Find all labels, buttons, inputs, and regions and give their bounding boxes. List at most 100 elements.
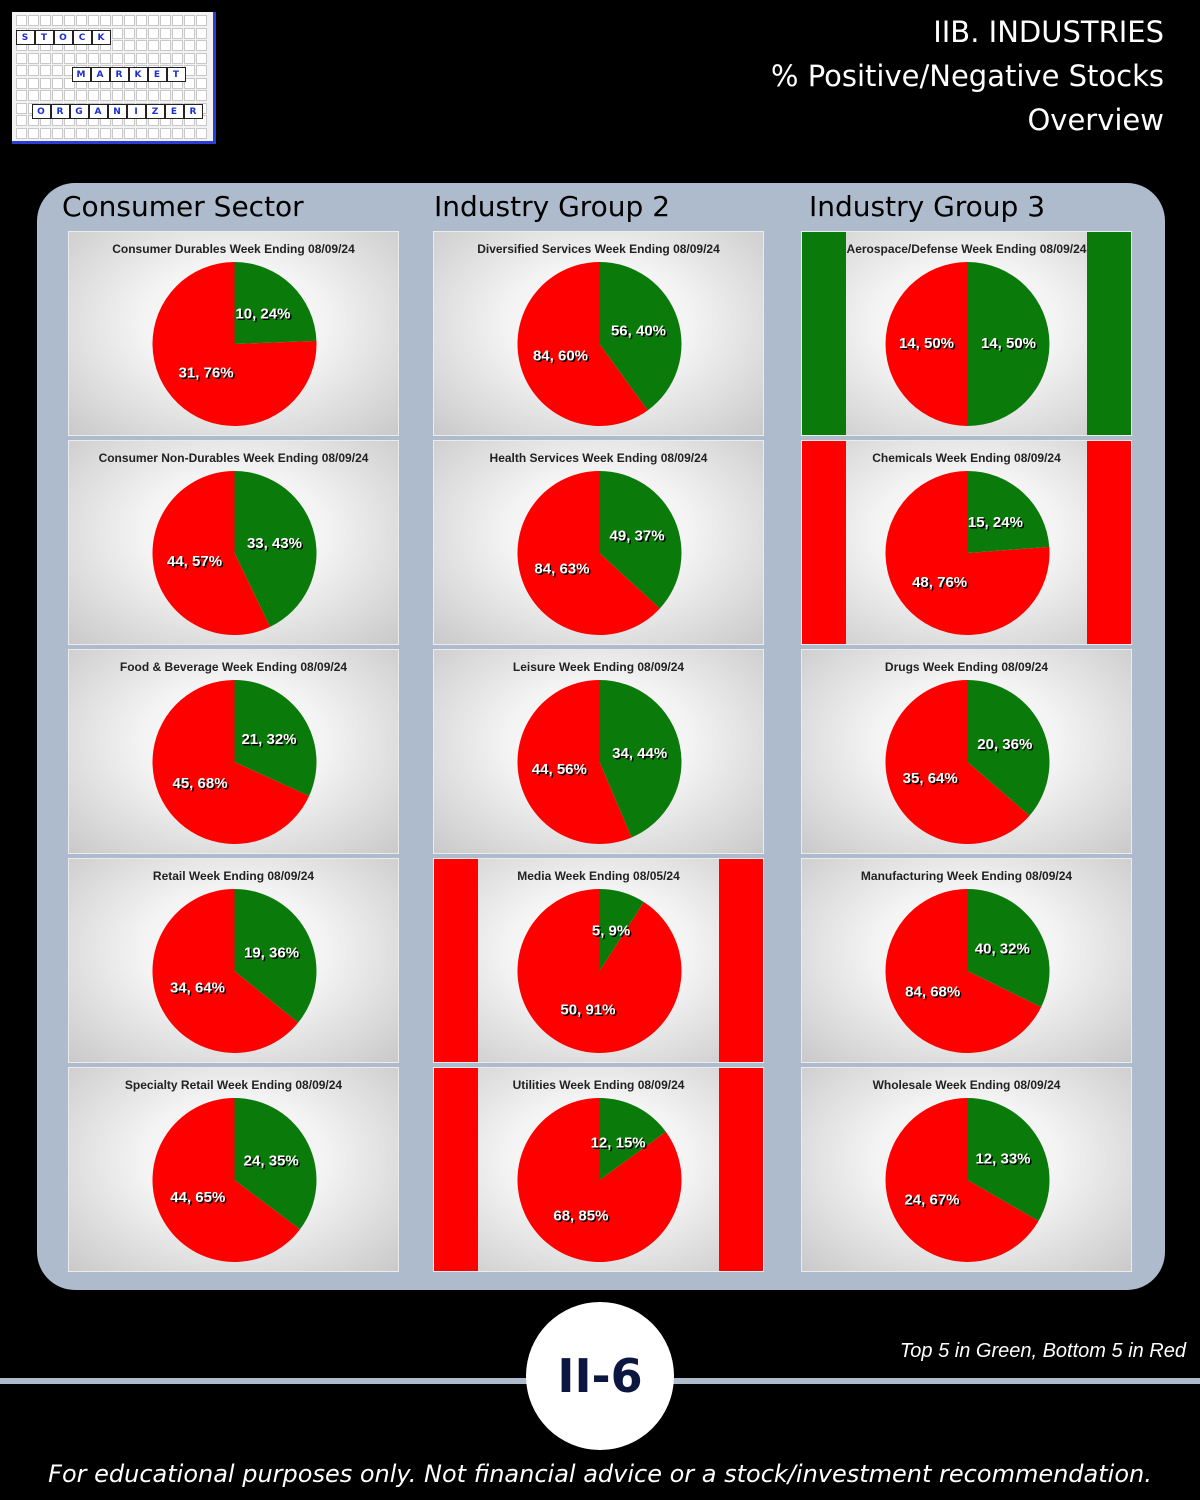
logo-grid-cell <box>184 15 195 26</box>
chart-title: Food & Beverage Week Ending 08/09/24 <box>119 660 348 674</box>
pie-label-negative: 48, 76% <box>912 574 967 591</box>
highlight-bar-left <box>802 232 846 435</box>
pie-chart-card: Chemicals Week Ending 08/09/24 15, 24% 15,… <box>801 440 1132 645</box>
logo-grid-cell <box>124 127 135 139</box>
logo-grid-cell <box>76 52 87 64</box>
logo-grid-cell <box>172 52 183 64</box>
logo-grid-cell <box>88 15 99 26</box>
logo-grid-cell <box>124 27 135 39</box>
logo-grid-cell <box>112 15 123 26</box>
pie-chart-card: Leisure Week Ending 08/09/24 34, 44% 34, 4… <box>433 649 764 854</box>
logo-grid-cell <box>136 40 147 51</box>
logo-grid-cell <box>52 15 63 26</box>
pie-label-positive: 5, 9% <box>592 923 630 940</box>
logo-grid-cell <box>184 27 195 39</box>
logo-grid-cell <box>172 15 183 26</box>
logo-letter: T <box>167 67 186 82</box>
pie-label-negative: 14, 50% <box>899 335 954 352</box>
logo-grid-cell <box>88 90 99 101</box>
pie-label-negative-shadow: 44, 65% <box>172 1191 227 1208</box>
pie-chart: 12, 15%12, 15%68, 85%68, 85% <box>517 1098 682 1262</box>
pie-label-negative: 68, 85% <box>553 1208 608 1225</box>
pie-label-negative: 84, 68% <box>905 984 960 1001</box>
pie-label-negative-shadow: 50, 91% <box>562 1003 617 1020</box>
logo-grid-cell <box>76 90 87 101</box>
pie-label-negative-shadow: 44, 56% <box>533 763 588 780</box>
pie-chart: 12, 33%12, 33%24, 67%24, 67% <box>885 1098 1050 1262</box>
logo-grid-cell <box>52 127 63 139</box>
chart-title: Wholesale Week Ending 08/09/24 <box>872 1078 1061 1092</box>
chart-title: Leisure Week Ending 08/09/24 <box>512 660 685 674</box>
logo-grid-cell <box>28 127 39 139</box>
pie-slice-positive <box>599 889 644 971</box>
pie-chart: 10, 24%10, 24%31, 76%31, 76% <box>152 262 317 426</box>
logo-grid-cell <box>160 15 171 26</box>
pie-slice-negative <box>152 680 310 844</box>
pie-label-negative: 31, 76% <box>179 365 234 382</box>
pie-chart: 19, 36%19, 36%34, 64%34, 64% <box>152 889 317 1053</box>
logo-grid-cell <box>64 52 75 64</box>
logo-grid-cell <box>196 127 207 139</box>
logo-grid-cell <box>28 15 39 26</box>
highlight-bar-left <box>802 441 846 644</box>
chart-title: Drugs Week Ending 08/09/24 <box>884 660 1049 674</box>
pie-slice-positive <box>967 1098 1050 1221</box>
pie-label-negative-shadow: 84, 68% <box>907 985 962 1002</box>
chart-title: Specialty Retail Week Ending 08/09/24 <box>124 1078 343 1092</box>
logo-letter: I <box>127 104 146 119</box>
pie-slice-negative <box>885 889 1042 1053</box>
logo-grid-cell <box>52 77 63 89</box>
pie-chart-card: Manufacturing Week Ending 08/09/24 40, 32… <box>801 858 1132 1063</box>
logo-grid-cell <box>64 15 75 26</box>
pie-slice-positive <box>599 262 682 411</box>
pie-slice-positive <box>967 680 1050 816</box>
logo-grid-cell <box>28 65 39 76</box>
logo-grid-cell <box>112 27 123 39</box>
pie-label-negative: 84, 63% <box>534 560 589 577</box>
pie-label-negative: 50, 91% <box>560 1001 615 1018</box>
pie-label-negative-shadow: 34, 64% <box>171 981 226 998</box>
pie-slice-negative <box>517 889 682 1053</box>
logo-grid-cell <box>112 52 123 64</box>
logo-grid-cell <box>172 90 183 101</box>
pie-label-positive-shadow: 5, 9% <box>593 924 631 941</box>
pie-label-positive: 19, 36% <box>244 944 299 961</box>
pie-chart-card: Health Services Week Ending 08/09/24 49, … <box>433 440 764 645</box>
pie-label-positive-shadow: 20, 36% <box>979 737 1034 754</box>
logo-grid-cell <box>52 90 63 101</box>
pie-label-negative: 35, 64% <box>903 770 958 787</box>
pie-label-positive-shadow: 40, 32% <box>976 942 1031 959</box>
pie-label-negative-shadow: 44, 57% <box>169 555 224 572</box>
pie-label-negative: 44, 57% <box>167 553 222 570</box>
title-line-1: IIB. INDUSTRIES <box>933 15 1164 49</box>
logo-grid-cell <box>136 127 147 139</box>
pie-chart-card: Diversified Services Week Ending 08/09/2… <box>433 231 764 436</box>
logo-grid-cell <box>196 40 207 51</box>
highlight-bar-left <box>434 859 478 1062</box>
pie-label-positive: 20, 36% <box>977 736 1032 753</box>
pie-label-negative: 24, 67% <box>904 1191 959 1208</box>
logo-grid-cell <box>16 52 27 64</box>
column-header-consumer: Consumer Sector <box>62 190 304 223</box>
pie-label-positive: 15, 24% <box>968 514 1023 531</box>
logo-grid-cell <box>136 27 147 39</box>
pie-chart-card: Consumer Non-Durables Week Ending 08/09/… <box>68 440 399 645</box>
pie-label-positive-shadow: 49, 37% <box>611 529 666 546</box>
pie-chart: 21, 32%21, 32%45, 68%45, 68% <box>152 680 317 844</box>
pie-slice-positive <box>234 471 317 627</box>
pie-label-positive: 24, 35% <box>244 1153 299 1170</box>
pie-label-negative-shadow: 48, 76% <box>914 576 969 593</box>
logo-grid-cell <box>100 52 111 64</box>
logo-grid-cell <box>16 15 27 26</box>
logo-grid-cell <box>52 65 63 76</box>
pie-label-positive-shadow: 12, 33% <box>977 1152 1032 1169</box>
logo-grid-cell <box>124 40 135 51</box>
logo-grid-cell <box>160 90 171 101</box>
pie-chart: 14, 50%14, 50%14, 50%14, 50% <box>885 262 1050 426</box>
pie-label-negative: 44, 56% <box>532 761 587 778</box>
pie-slice-negative <box>885 1098 1039 1262</box>
pie-chart: 5, 9%5, 9%50, 91%50, 91% <box>517 889 682 1053</box>
pie-slice-negative <box>517 1098 682 1262</box>
pie-slice-negative <box>152 471 271 635</box>
